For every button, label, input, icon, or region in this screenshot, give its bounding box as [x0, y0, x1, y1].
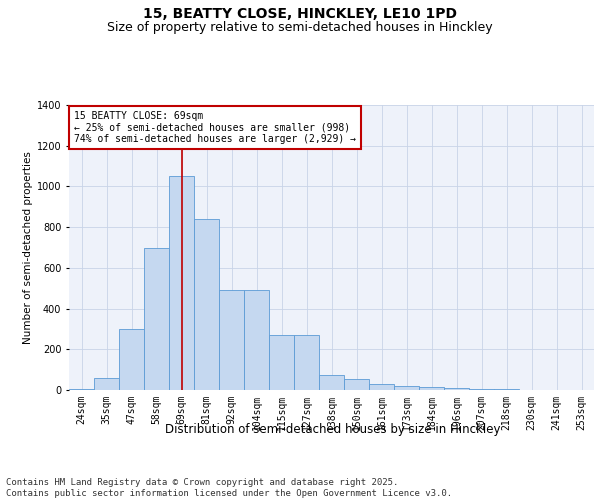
Bar	[344, 379, 369, 390]
Bar	[394, 386, 419, 390]
Bar	[444, 388, 469, 390]
Bar	[69, 389, 94, 390]
Bar	[94, 378, 119, 390]
Text: 15, BEATTY CLOSE, HINCKLEY, LE10 1PD: 15, BEATTY CLOSE, HINCKLEY, LE10 1PD	[143, 8, 457, 22]
Bar	[219, 290, 244, 390]
Text: Distribution of semi-detached houses by size in Hinckley: Distribution of semi-detached houses by …	[165, 422, 501, 436]
Bar	[369, 384, 394, 390]
Bar	[294, 335, 319, 390]
Text: Size of property relative to semi-detached houses in Hinckley: Size of property relative to semi-detach…	[107, 21, 493, 34]
Bar	[194, 219, 219, 390]
Bar	[244, 290, 269, 390]
Y-axis label: Number of semi-detached properties: Number of semi-detached properties	[23, 151, 32, 344]
Bar	[169, 176, 194, 390]
Bar	[419, 387, 444, 390]
Bar	[469, 389, 494, 390]
Bar	[144, 248, 169, 390]
Bar	[269, 335, 294, 390]
Bar	[119, 329, 144, 390]
Bar	[319, 374, 344, 390]
Text: Contains HM Land Registry data © Crown copyright and database right 2025.
Contai: Contains HM Land Registry data © Crown c…	[6, 478, 452, 498]
Text: 15 BEATTY CLOSE: 69sqm
← 25% of semi-detached houses are smaller (998)
74% of se: 15 BEATTY CLOSE: 69sqm ← 25% of semi-det…	[74, 110, 356, 144]
